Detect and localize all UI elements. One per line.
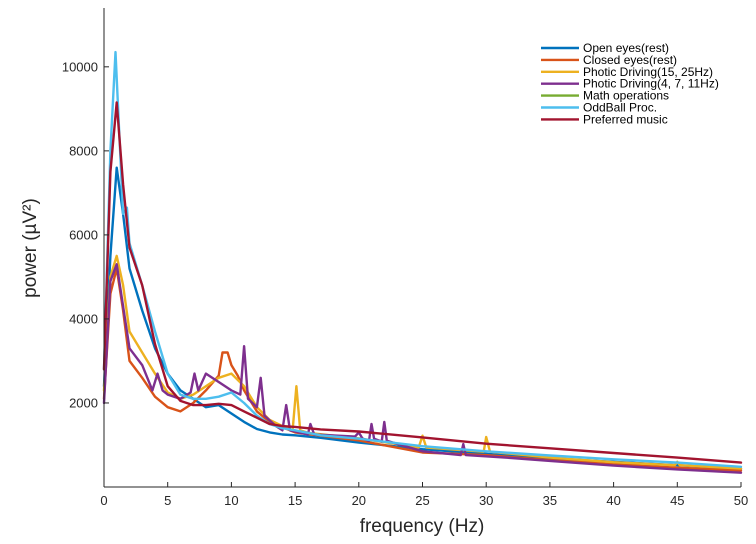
y-tick-label: 6000: [69, 227, 98, 242]
y-tick-label: 2000: [69, 395, 98, 410]
x-tick-label: 30: [479, 493, 493, 508]
x-tick-label: 25: [415, 493, 429, 508]
legend-entry-3: Photic Driving(15, 25Hz): [583, 65, 713, 79]
series-line-1: [102, 166, 743, 471]
y-tick-label: 4000: [69, 311, 98, 326]
legend-entry-1: Open eyes(rest): [583, 41, 669, 55]
legend-entry-7: Preferred music: [583, 112, 668, 126]
y-tick-label: 8000: [69, 143, 98, 158]
legend-entry-6: OddBall Proc.: [583, 101, 657, 115]
ticks: 0 5 10 15 20 25 30 35 40 45 50 2000 4000 6000 8000 1000…: [62, 59, 748, 508]
y-tick-label: 10000: [62, 59, 98, 74]
legend-entry-4: Photic Driving(4, 7, 11Hz): [583, 77, 719, 91]
legend-entry-5: Math operations: [583, 89, 669, 103]
x-tick-label: 20: [352, 493, 366, 508]
x-tick-label: 50: [734, 493, 748, 508]
series-line-4: [102, 263, 743, 474]
x-tick-label: 40: [606, 493, 620, 508]
x-tick-label: 45: [670, 493, 684, 508]
x-tick-label: 10: [224, 493, 238, 508]
x-axis-label: frequency (Hz): [360, 516, 485, 537]
legend-entry-2: Closed eyes(rest): [583, 53, 677, 67]
x-tick-label: 35: [543, 493, 557, 508]
series-layer: [102, 50, 743, 474]
y-axis-label: power (µV²): [20, 198, 41, 298]
series-line-2: [102, 267, 743, 472]
x-tick-label: 5: [164, 493, 171, 508]
x-tick-label: 15: [288, 493, 302, 508]
series-line-7: [102, 101, 743, 464]
x-tick-label: 0: [100, 493, 107, 508]
legend: Open eyes(rest)Closed eyes(rest)Photic D…: [541, 41, 719, 126]
